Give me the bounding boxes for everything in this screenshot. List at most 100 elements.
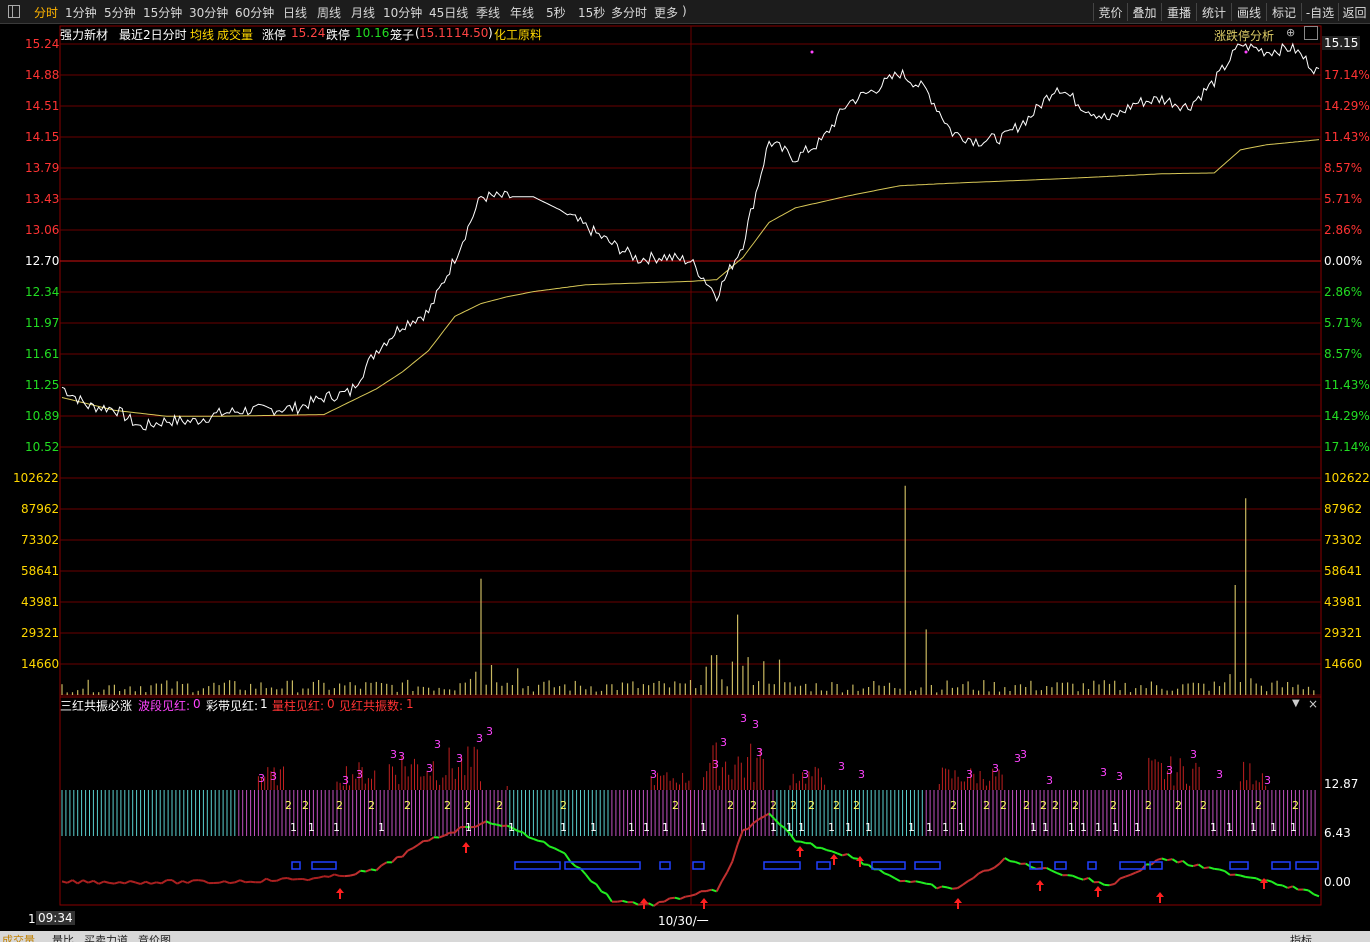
ribbon-label: 彩带见红: (206, 699, 259, 713)
period-tab[interactable]: 1分钟 (65, 6, 97, 20)
wave-segment (119, 881, 126, 885)
indicator-title[interactable]: 三红共振必涨 (60, 699, 133, 713)
period-tab[interactable]: 季线 (476, 6, 501, 20)
period-tab[interactable]: 月线 (351, 6, 376, 20)
wave-segment (1004, 857, 1011, 862)
price-tick: 11.97 (25, 316, 60, 330)
date-label: 10/30/一 (658, 914, 709, 928)
wave-segment (224, 880, 230, 885)
wave-segment (108, 881, 115, 885)
toolbar-button[interactable]: 重播 (1161, 3, 1196, 21)
toolbar-button[interactable]: 竞价 (1093, 3, 1127, 21)
period-tab[interactable]: 5秒 (546, 6, 566, 20)
wave-segment (176, 880, 183, 885)
tab-auction[interactable]: 竞价图 (138, 934, 171, 942)
digit-one: 1 (942, 821, 949, 834)
period-tab[interactable]: 更多 (654, 6, 679, 20)
digit-three: 3 (752, 718, 759, 731)
up-arrow-icon (1156, 892, 1164, 903)
toolbar-button[interactable]: 画线 (1231, 3, 1266, 21)
wave-segment (1303, 888, 1309, 892)
digit-one: 1 (1210, 821, 1217, 834)
digit-one: 1 (308, 821, 315, 834)
tab-buy-sell-force[interactable]: 买卖力道 (84, 934, 128, 942)
percent-tick: 11.43% (1324, 378, 1370, 392)
blue-marker (659, 861, 671, 870)
period-tab[interactable]: 分时 (34, 6, 59, 20)
up-arrow-icon (1260, 878, 1268, 889)
tab-indicator[interactable]: 指标 (1290, 934, 1312, 942)
layout-toggle-icon[interactable] (8, 5, 20, 18)
wave-segment (915, 880, 922, 884)
digit-three: 3 (390, 748, 397, 761)
digit-one: 1 (1250, 821, 1257, 834)
cage-close-paren: ) (488, 26, 493, 40)
digit-two: 2 (808, 799, 815, 812)
digit-three: 3 (802, 768, 809, 781)
price-tick: 13.06 (25, 223, 60, 237)
period-tab[interactable]: 45日线 (429, 6, 469, 20)
toolbar-button[interactable]: 统计 (1196, 3, 1231, 21)
wave-segment (1119, 875, 1126, 880)
wave-segment (595, 883, 603, 893)
panel-toggle-icon[interactable] (1304, 26, 1318, 40)
digit-two: 2 (1040, 799, 1047, 812)
period-tab[interactable]: 日线 (283, 6, 308, 20)
wave-segment (150, 881, 157, 885)
wave-segment (1193, 863, 1199, 868)
wave-segment (98, 880, 105, 885)
blue-marker (871, 861, 906, 870)
toolbar-button[interactable]: 叠加 (1127, 3, 1161, 21)
indicator-menu-icon[interactable]: ▼ (1292, 698, 1300, 709)
volume-label: 成交量 (217, 28, 254, 42)
digit-three: 3 (1116, 770, 1123, 783)
avg-line-label: 均线 (190, 28, 215, 42)
toolbar-button[interactable]: 返回 (1338, 3, 1370, 21)
wave-segment (438, 834, 445, 839)
target-icon[interactable]: ⊕ (1286, 26, 1296, 39)
digit-two: 2 (368, 799, 375, 812)
period-tab[interactable]: 周线 (317, 6, 342, 20)
period-tab[interactable]: 年线 (510, 6, 535, 20)
digit-one: 1 (958, 821, 965, 834)
digit-three: 3 (342, 774, 349, 787)
digit-two: 2 (444, 799, 451, 812)
tab-volume-ratio[interactable]: 量比 (52, 934, 74, 942)
digit-one: 1 (1095, 821, 1102, 834)
indicator-close-icon[interactable]: × (1308, 697, 1319, 711)
toolbar-button[interactable]: -自选 (1301, 3, 1338, 21)
period-tab[interactable]: 多分时 (611, 6, 648, 20)
sector-label[interactable]: 化工原料 (494, 28, 543, 42)
period-tab[interactable]: 15秒 (578, 6, 606, 20)
crosshair-time: 09:34 (36, 911, 75, 925)
digit-three: 3 (1264, 774, 1271, 787)
wave-segment (1177, 859, 1184, 864)
wave-segment (993, 862, 1001, 869)
digit-one: 1 (926, 821, 933, 834)
wave-segment (648, 902, 655, 907)
wave-segment (605, 893, 613, 903)
wave-segment (715, 880, 723, 892)
digit-one: 1 (1112, 821, 1119, 834)
wave-segment (417, 840, 424, 846)
digit-two: 2 (1145, 799, 1152, 812)
wave-segment (952, 887, 958, 890)
period-tab[interactable]: 5分钟 (104, 6, 136, 20)
limit-analysis-button[interactable]: 涨跌停分析 (1214, 29, 1275, 43)
period-tab[interactable]: 15分钟 (143, 6, 183, 20)
wave-segment (1171, 858, 1179, 864)
period-tab[interactable]: 60分钟 (235, 6, 275, 20)
indicator-axis-zero: 0.00 (1324, 875, 1351, 889)
tab-volume[interactable]: 成交量 (2, 934, 35, 942)
wave-segment (443, 831, 451, 837)
period-tab[interactable]: 30分钟 (189, 6, 229, 20)
toolbar-button[interactable]: 标记 (1266, 3, 1301, 21)
wave-segment (1056, 872, 1063, 877)
wave-segment (77, 879, 84, 885)
digit-three: 3 (740, 712, 747, 725)
period-tab[interactable]: 10分钟 (383, 6, 423, 20)
price-tick: 14.51 (25, 99, 60, 113)
digit-two: 2 (560, 799, 567, 812)
digit-one: 1 (1080, 821, 1087, 834)
